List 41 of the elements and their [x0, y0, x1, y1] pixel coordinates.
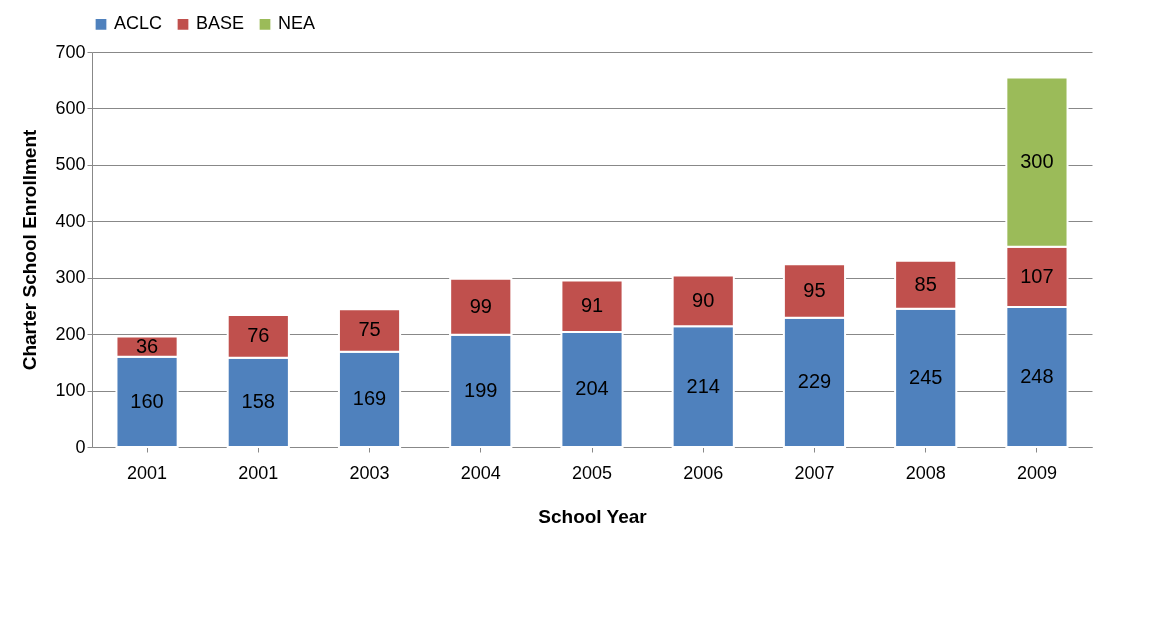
y-tick-label: 0	[75, 436, 86, 457]
y-axis-title: Charter School Enrollment	[19, 128, 41, 371]
x-tick-label: 2008	[905, 462, 946, 483]
data-label: 90	[692, 288, 715, 311]
data-label: 214	[686, 374, 720, 397]
data-label: 300	[1020, 150, 1054, 173]
y-tick-label: 300	[55, 267, 86, 288]
x-tick-label: 2009	[1016, 462, 1057, 483]
data-label: 75	[358, 318, 381, 341]
y-tick-label: 200	[55, 323, 86, 344]
data-label: 158	[241, 390, 275, 413]
data-label: 85	[914, 272, 937, 295]
data-label: 199	[464, 378, 498, 401]
x-tick-label: 2003	[349, 462, 390, 483]
y-tick-label: 600	[55, 97, 86, 118]
data-label: 169	[352, 387, 387, 410]
data-label: 160	[130, 389, 164, 412]
legend-label: ACLC	[114, 13, 163, 34]
data-label: 248	[1020, 365, 1054, 388]
legend-label: BASE	[196, 13, 245, 34]
data-label: 91	[580, 294, 604, 317]
x-tick-label: 2007	[794, 462, 835, 483]
legend-label: NEA	[278, 13, 316, 34]
x-tick-label: 2005	[571, 462, 613, 483]
data-label: 229	[797, 370, 832, 393]
x-tick-label: 2001	[238, 462, 279, 483]
y-tick-label: 700	[55, 41, 86, 62]
x-axis-title: School Year	[538, 505, 648, 527]
data-label: 99	[469, 294, 492, 317]
data-label: 36	[135, 334, 159, 357]
x-tick-label: 2001	[127, 462, 168, 483]
data-label: 245	[909, 365, 943, 388]
x-tick-label: 2006	[683, 462, 724, 483]
data-label: 76	[247, 324, 270, 347]
data-label: 204	[575, 377, 609, 400]
data-label: 107	[1020, 264, 1054, 287]
data-label: 95	[803, 278, 826, 301]
y-tick-label: 100	[55, 380, 86, 401]
y-tick-label: 500	[55, 154, 86, 175]
x-tick-label: 2004	[460, 462, 501, 483]
y-tick-label: 400	[55, 210, 86, 231]
